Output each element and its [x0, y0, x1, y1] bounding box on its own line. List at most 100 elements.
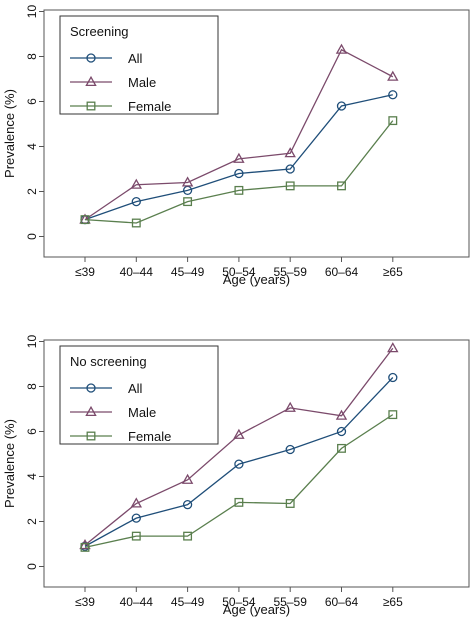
data-point-female: [131, 218, 141, 228]
x-tick-label: 55–59: [274, 595, 308, 609]
data-point-male: [284, 147, 296, 158]
data-point-male: [130, 178, 143, 189]
data-point-male: [181, 473, 194, 484]
series-line-male: [84, 48, 394, 221]
x-tick-label: 55–59: [274, 265, 308, 279]
data-point-male: [387, 70, 399, 81]
y-tick-label: 8: [25, 53, 39, 60]
data-point-all: [131, 513, 141, 523]
legend-marker-all: [86, 383, 96, 393]
x-tick-label: ≥65: [383, 595, 403, 609]
y-tick-label: 2: [25, 518, 39, 525]
series-line-female: [84, 414, 394, 549]
legend-label-all: All: [128, 51, 143, 66]
series-line-male: [84, 347, 394, 546]
y-tick-label: 6: [25, 428, 39, 435]
data-point-female: [183, 197, 193, 207]
y-axis-title: Prevalence (%): [2, 419, 17, 508]
data-point-male: [335, 43, 348, 54]
y-tick-label: 6: [25, 98, 39, 105]
x-tick-label: ≤39: [75, 595, 95, 609]
data-point-female: [80, 215, 90, 225]
series-line-female: [84, 120, 394, 224]
y-axis-title: Prevalence (%): [2, 89, 17, 178]
legend-box: [59, 345, 219, 445]
data-point-female: [337, 181, 346, 191]
data-point-male: [233, 428, 245, 439]
data-point-all: [285, 444, 295, 455]
plot-area: [43, 9, 470, 258]
data-point-all: [234, 168, 244, 179]
data-point-all: [285, 164, 295, 174]
data-point-female: [285, 181, 295, 191]
y-tick-label: 10: [25, 335, 39, 349]
x-axis-title: Age (years): [223, 272, 290, 287]
data-point-male: [284, 401, 296, 412]
y-tick-label: 0: [25, 233, 39, 240]
x-tick-label: ≥65: [383, 265, 403, 279]
legend-label-female: Female: [128, 429, 171, 444]
data-point-male: [335, 409, 348, 420]
screening-panel: 0 2 4 6 8 10 ≤39 40–44 45–49 50–54 55–59 60–64 ≥65 Ag…: [2, 5, 470, 287]
x-tick-label: 50–54: [222, 265, 256, 279]
legend-marker-male: [85, 75, 97, 87]
y-tick-label: 4: [25, 473, 39, 480]
x-tick-label: 40–44: [120, 595, 154, 609]
data-point-female: [388, 410, 398, 420]
series-male: [79, 342, 399, 550]
legend-label-male: Male: [128, 405, 156, 420]
series-female: [80, 116, 398, 228]
data-point-all: [388, 90, 398, 100]
data-point-female: [234, 185, 244, 195]
data-point-male: [387, 342, 399, 353]
x-tick-label: 45–49: [171, 595, 205, 609]
legend-marker-all: [86, 53, 96, 63]
data-point-female: [183, 531, 193, 541]
series-all: [80, 90, 398, 225]
x-tick-label: 60–64: [325, 265, 359, 279]
legend: Screening All Male Female: [59, 15, 219, 115]
data-point-male: [181, 176, 194, 187]
data-point-male: [233, 152, 245, 163]
data-point-male: [79, 538, 91, 550]
legend-label-all: All: [128, 381, 143, 396]
data-point-all: [336, 426, 347, 437]
no-screening-panel: 0 2 4 6 8 10 ≤39 40–44 45–49 50–54 55–59 60–64 ≥65 Ag…: [2, 335, 470, 617]
y-tick-label: 2: [25, 188, 39, 195]
data-point-all: [234, 459, 244, 469]
x-tick-label: ≤39: [75, 265, 95, 279]
data-point-male: [130, 497, 143, 508]
x-tick-label: 45–49: [171, 265, 205, 279]
data-point-female: [388, 116, 398, 126]
y-tick-label: 8: [25, 383, 39, 390]
legend-marker-female: [86, 101, 96, 111]
x-tick-label: 50–54: [222, 595, 256, 609]
y-tick-label: 0: [25, 563, 39, 570]
legend-label-male: Male: [128, 75, 156, 90]
data-point-female: [131, 531, 141, 541]
legend-label-female: Female: [128, 99, 171, 114]
series-line-all: [84, 94, 393, 221]
legend-title: No screening: [70, 354, 147, 369]
data-point-female: [80, 542, 90, 552]
data-point-all: [182, 499, 193, 510]
data-point-all: [388, 372, 398, 383]
legend-title: Screening: [70, 24, 129, 39]
series-line-all: [84, 377, 394, 547]
x-tick-label: 40–44: [120, 265, 154, 279]
legend-marker-male: [85, 405, 97, 417]
series-female: [80, 410, 398, 552]
x-tick-label: 60–64: [325, 595, 359, 609]
data-point-female: [234, 497, 244, 507]
data-point-female: [285, 499, 295, 508]
y-tick-label: 10: [25, 5, 39, 19]
legend: No screening All Male Female: [59, 345, 219, 445]
y-tick-label: 4: [25, 143, 39, 150]
legend-marker-female: [86, 431, 96, 441]
x-axis-title: Age (years): [223, 602, 290, 617]
series-all: [80, 372, 398, 551]
data-point-female: [337, 443, 346, 453]
legend-box: [59, 15, 219, 115]
data-point-all: [336, 101, 347, 111]
